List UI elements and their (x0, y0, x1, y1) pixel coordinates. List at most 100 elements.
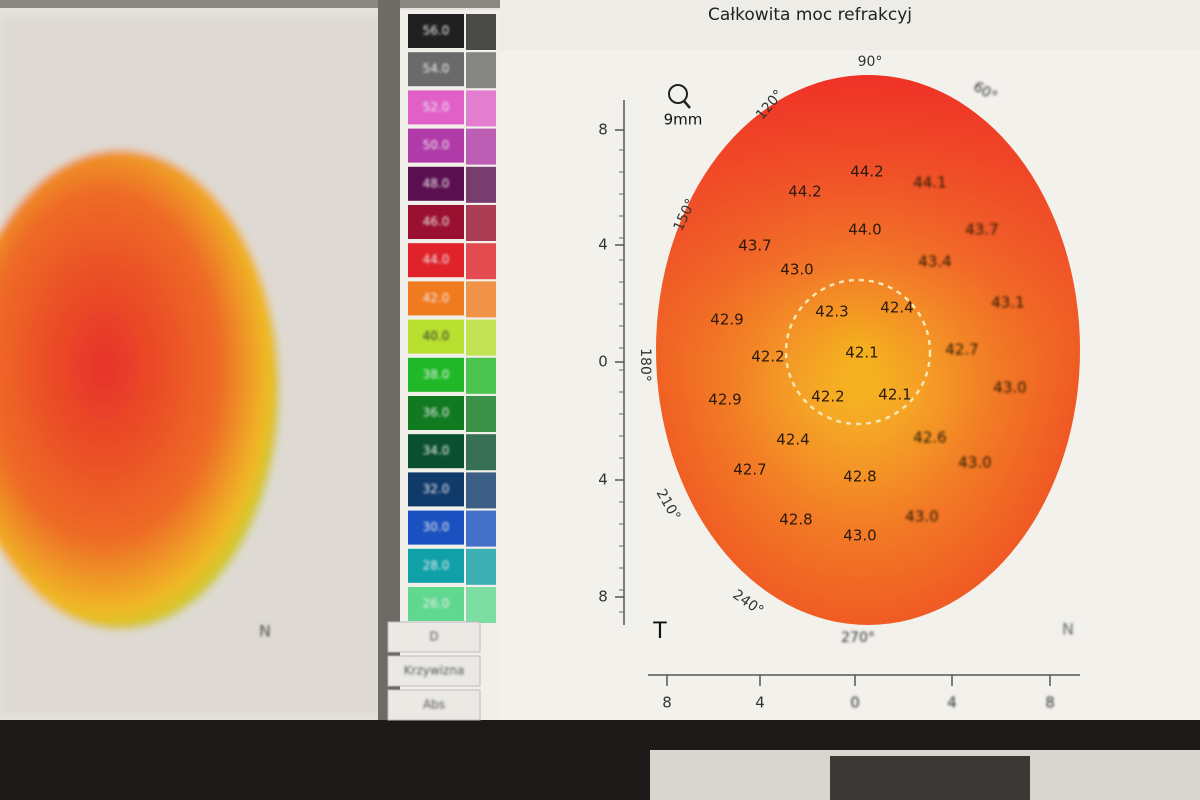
side-label: T (652, 619, 667, 644)
left-map (0, 150, 280, 630)
scale-label: 50.0 (423, 138, 450, 152)
map-reading: 42.1 (878, 386, 911, 404)
scale-swatch (408, 587, 464, 621)
map-reading: 42.8 (843, 468, 876, 486)
scale-swatch (408, 128, 464, 163)
map-reading: 42.7 (945, 341, 978, 359)
zoom-icon-handle (683, 100, 691, 109)
scale-swatch (408, 396, 464, 430)
map-reading: 42.2 (751, 348, 784, 366)
map-reading: 42.6 (913, 429, 946, 447)
map-reading: 43.0 (993, 379, 1026, 397)
scale-button-label: Abs (423, 698, 445, 712)
bottom-thumb (830, 756, 1030, 800)
scale-label: 32.0 (423, 482, 450, 496)
corneal-map-top (656, 75, 1080, 625)
scale-swatch (408, 52, 464, 87)
title-bar (500, 0, 1200, 50)
scale-swatch (408, 243, 464, 278)
scale-label: 54.0 (423, 62, 450, 76)
scale-label: 38.0 (423, 367, 450, 381)
scale-bar (466, 243, 496, 280)
map-reading: 42.3 (815, 303, 848, 321)
map-reading: 43.7 (965, 221, 998, 239)
scale-swatch (408, 281, 464, 316)
nasal-label: N (1062, 620, 1074, 639)
left-panel (0, 15, 380, 715)
x-axis-label: 4 (755, 694, 765, 712)
map-reading: 42.1 (845, 344, 878, 362)
scale-button-label: Krzywizna (404, 664, 465, 678)
divider (378, 0, 400, 720)
title: Całkowita moc refrakcyj (708, 5, 912, 25)
scale-bar (466, 90, 496, 127)
scale-label: 40.0 (423, 329, 450, 343)
map-reading: 42.4 (776, 431, 809, 449)
scale-swatch (408, 510, 464, 545)
zoom-label: 9mm (664, 111, 703, 129)
map-reading: 42.9 (710, 311, 743, 329)
scale-bar (466, 128, 496, 165)
y-axis-label: 4 (598, 471, 608, 489)
scale-label: 36.0 (423, 406, 450, 420)
scale-button (387, 655, 481, 687)
zoom-icon (668, 84, 688, 104)
scale-bar (466, 587, 496, 623)
scale-swatch (408, 14, 464, 48)
scale-label: 48.0 (423, 176, 450, 190)
x-axis-label: 4 (947, 694, 957, 712)
scale-bar (466, 472, 496, 509)
scale-button (387, 621, 481, 653)
x-axis-label: 0 (850, 694, 860, 712)
scale-swatch (408, 166, 464, 201)
angle-label: 90° (858, 54, 883, 70)
scale-bar (466, 434, 496, 471)
scale-bar (466, 357, 496, 394)
map-reading: 42.2 (811, 388, 844, 406)
scale-label: 44.0 (423, 253, 450, 267)
map-reading: 43.7 (738, 237, 771, 255)
scale-swatch (408, 472, 464, 507)
scale-bar (466, 52, 496, 89)
scale-bar (466, 510, 496, 547)
scale-label: 30.0 (423, 520, 450, 534)
map-reading: 43.4 (918, 253, 951, 271)
map-reading: 43.0 (958, 454, 991, 472)
scale-bar (466, 396, 496, 432)
scale-bar (466, 281, 496, 318)
scale-swatch (408, 548, 464, 583)
scale-bar (466, 205, 496, 241)
scale-label: 34.0 (423, 444, 450, 458)
map-reading: 42.4 (880, 299, 913, 317)
scale-swatch (408, 357, 464, 392)
scale-swatch (408, 90, 464, 125)
scale-label: 46.0 (423, 215, 450, 229)
scale-button (387, 689, 481, 721)
map-reading: 44.2 (850, 163, 883, 181)
angle-label: 270° (841, 630, 875, 646)
scale-swatch (408, 434, 464, 469)
map-reading: 43.0 (905, 508, 938, 526)
map-reading: 43.0 (843, 527, 876, 545)
scale-swatch (408, 319, 464, 354)
x-axis-label: 8 (1045, 694, 1055, 712)
scale-bar (466, 319, 496, 356)
angle-label: 180° (637, 348, 653, 382)
y-axis-label: 8 (598, 121, 608, 139)
map-reading: 43.0 (780, 261, 813, 279)
left-nasal-label: N (259, 622, 271, 641)
y-axis-label: 8 (598, 588, 608, 606)
map-reading: 44.2 (788, 183, 821, 201)
scale-label: 56.0 (423, 24, 450, 38)
scale-label: 28.0 (423, 558, 450, 572)
scale-bar (466, 14, 496, 50)
y-axis-label: 0 (598, 353, 608, 371)
scale-label: 26.0 (423, 597, 450, 611)
x-axis-label: 8 (662, 694, 672, 712)
scale-bar (466, 548, 496, 585)
map-reading: 44.0 (848, 221, 881, 239)
pupil-circle (784, 278, 932, 426)
scale-label: 42.0 (423, 291, 450, 305)
